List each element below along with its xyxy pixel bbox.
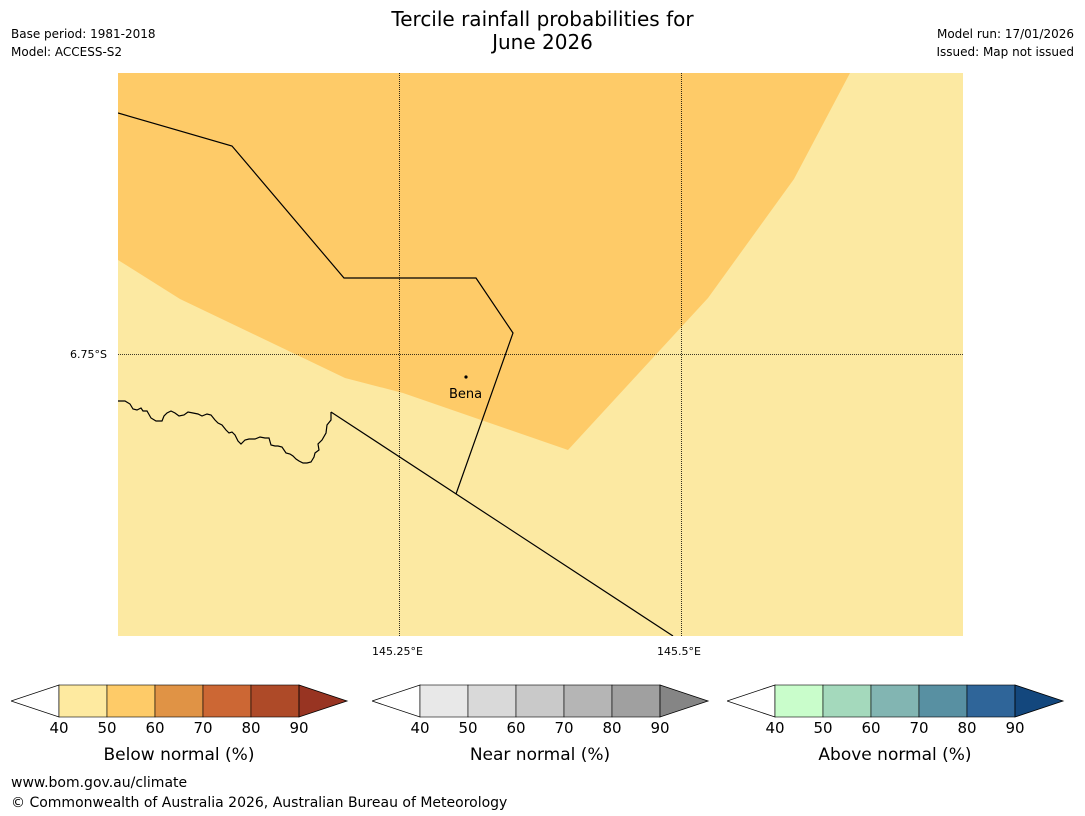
near-normal-min-arrow xyxy=(372,684,421,718)
below-normal-segment-80-90 xyxy=(250,684,300,718)
above-normal-tick-50: 50 xyxy=(813,719,833,737)
lon-label-145-25: 145.25°E xyxy=(372,645,423,658)
above-normal-tick-90: 90 xyxy=(1005,719,1025,737)
above-normal-tick-70: 70 xyxy=(909,719,929,737)
below-normal-tick-60: 60 xyxy=(145,719,165,737)
above-normal-min-arrow xyxy=(727,684,776,718)
below-normal-segment-70-80 xyxy=(202,684,252,718)
below-normal-tick-90: 90 xyxy=(289,719,309,737)
above-normal-tick-80: 80 xyxy=(957,719,977,737)
footer-copyright: © Commonwealth of Australia 2026, Austra… xyxy=(11,795,508,811)
footer-url: www.bom.gov.au/climate xyxy=(11,775,188,791)
meta-left: Base period: 1981-2018 Model: ACCESS-S2 xyxy=(11,25,156,61)
map-title-line1: Tercile rainfall probabilities for xyxy=(391,7,694,31)
lon-label-145-5: 145.5°E xyxy=(657,645,701,658)
near-normal-segment-70-80 xyxy=(563,684,613,718)
province-boundary xyxy=(330,411,674,636)
near-normal-tick-70: 70 xyxy=(554,719,574,737)
map-region-50-60 xyxy=(118,73,850,450)
above-normal-colorbar xyxy=(727,684,1065,718)
river-line xyxy=(118,400,332,464)
near-normal-segment-60-70 xyxy=(515,684,565,718)
near-normal-max-arrow xyxy=(659,684,710,718)
below-normal-tick-40: 40 xyxy=(49,719,69,737)
place-label-bena: Bena xyxy=(449,387,483,402)
below-normal-segment-50-60 xyxy=(106,684,156,718)
map-title-line2: June 2026 xyxy=(492,30,593,54)
below-normal-legend-title: Below normal (%) xyxy=(103,745,255,765)
near-normal-segment-50-60 xyxy=(467,684,517,718)
near-normal-legend-title: Near normal (%) xyxy=(469,745,611,765)
below-normal-min-arrow xyxy=(11,684,60,718)
near-normal-tick-80: 80 xyxy=(602,719,622,737)
below-normal-max-arrow xyxy=(298,684,349,718)
near-normal-colorbar xyxy=(372,684,710,718)
below-normal-colorbar xyxy=(11,684,349,718)
below-normal-segment-40-50 xyxy=(58,684,108,718)
near-normal-segment-80-90 xyxy=(611,684,661,718)
below-normal-tick-70: 70 xyxy=(193,719,213,737)
below-normal-tick-80: 80 xyxy=(241,719,261,737)
base-period: Base period: 1981-2018 xyxy=(11,27,156,41)
above-normal-segment-50-60 xyxy=(822,684,872,718)
above-normal-segment-70-80 xyxy=(918,684,968,718)
issued-status: Issued: Map not issued xyxy=(936,45,1074,59)
near-normal-tick-60: 60 xyxy=(506,719,526,737)
model-name: Model: ACCESS-S2 xyxy=(11,45,123,59)
map-title: Tercile rainfall probabilities for June … xyxy=(0,8,1085,54)
bena-marker xyxy=(464,375,468,379)
near-normal-tick-40: 40 xyxy=(410,719,430,737)
meta-right: Model run: 17/01/2026 Issued: Map not is… xyxy=(936,25,1074,61)
map xyxy=(118,73,963,636)
near-normal-segment-40-50 xyxy=(419,684,469,718)
above-normal-segment-80-90 xyxy=(966,684,1016,718)
near-normal-tick-90: 90 xyxy=(650,719,670,737)
above-normal-tick-40: 40 xyxy=(765,719,785,737)
model-run: Model run: 17/01/2026 xyxy=(936,27,1074,41)
below-normal-tick-50: 50 xyxy=(97,719,117,737)
above-normal-legend-title: Above normal (%) xyxy=(818,745,972,765)
near-normal-tick-50: 50 xyxy=(458,719,478,737)
above-normal-segment-60-70 xyxy=(870,684,920,718)
district-boundary xyxy=(118,112,514,495)
above-normal-segment-40-50 xyxy=(774,684,824,718)
above-normal-max-arrow xyxy=(1014,684,1065,718)
below-normal-segment-60-70 xyxy=(154,684,204,718)
lat-label: 6.75°S xyxy=(70,348,107,361)
above-normal-tick-60: 60 xyxy=(861,719,881,737)
